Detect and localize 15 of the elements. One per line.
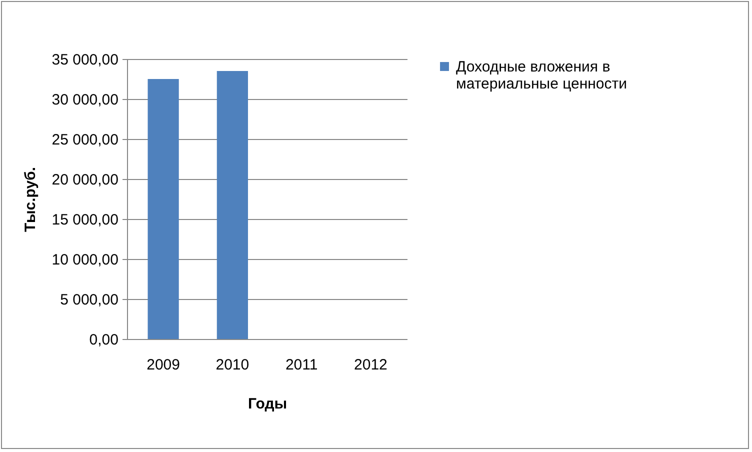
x-tick-label: 2011 bbox=[285, 356, 318, 374]
y-tick-label: 30 000,00 bbox=[52, 92, 118, 108]
x-tick-label: 2012 bbox=[354, 356, 388, 374]
y-tick-label: 25 000,00 bbox=[52, 132, 118, 148]
x-axis-title: Годы bbox=[248, 396, 288, 412]
legend-label: Доходные вложения в материальные ценности bbox=[456, 58, 627, 92]
x-tick-label: 2009 bbox=[146, 356, 180, 374]
y-tick-label: 15 000,00 bbox=[52, 212, 118, 228]
y-tick-label: 5 000,00 bbox=[60, 292, 118, 308]
y-tick-label: 10 000,00 bbox=[52, 252, 118, 268]
y-tick-label: 0,00 bbox=[89, 332, 118, 348]
y-axis-title: Тыс.руб. bbox=[22, 166, 39, 232]
y-tick-label: 20 000,00 bbox=[52, 172, 118, 188]
x-tick-label: 2010 bbox=[216, 356, 250, 374]
y-tick-label: 35 000,00 bbox=[52, 52, 118, 68]
